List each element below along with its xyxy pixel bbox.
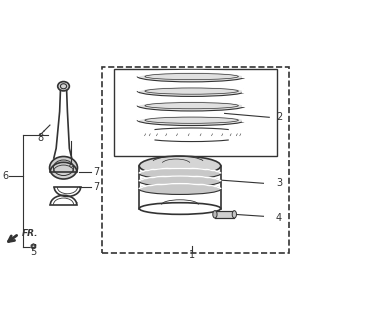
Text: 7: 7 (93, 182, 100, 192)
Text: 2: 2 (276, 112, 282, 122)
Text: FR.: FR. (22, 229, 38, 238)
Bar (114, 69, 277, 156)
Text: 3: 3 (276, 178, 282, 188)
Polygon shape (31, 244, 36, 249)
Ellipse shape (50, 156, 77, 179)
Ellipse shape (139, 184, 221, 195)
Ellipse shape (232, 211, 237, 218)
Text: 8: 8 (37, 133, 43, 143)
Ellipse shape (139, 176, 221, 187)
Ellipse shape (70, 164, 73, 167)
Ellipse shape (137, 115, 246, 125)
Bar (215, 211, 234, 218)
Text: 7: 7 (93, 167, 100, 177)
Text: 4: 4 (276, 213, 282, 223)
Ellipse shape (139, 168, 221, 179)
Ellipse shape (137, 86, 246, 96)
Text: 1: 1 (188, 250, 195, 260)
Bar (102, 67, 289, 253)
Ellipse shape (58, 82, 69, 91)
Text: 5: 5 (30, 247, 37, 257)
Ellipse shape (213, 211, 217, 218)
Ellipse shape (139, 156, 221, 176)
Ellipse shape (137, 71, 246, 82)
Ellipse shape (137, 100, 246, 111)
Text: 6: 6 (2, 171, 8, 180)
